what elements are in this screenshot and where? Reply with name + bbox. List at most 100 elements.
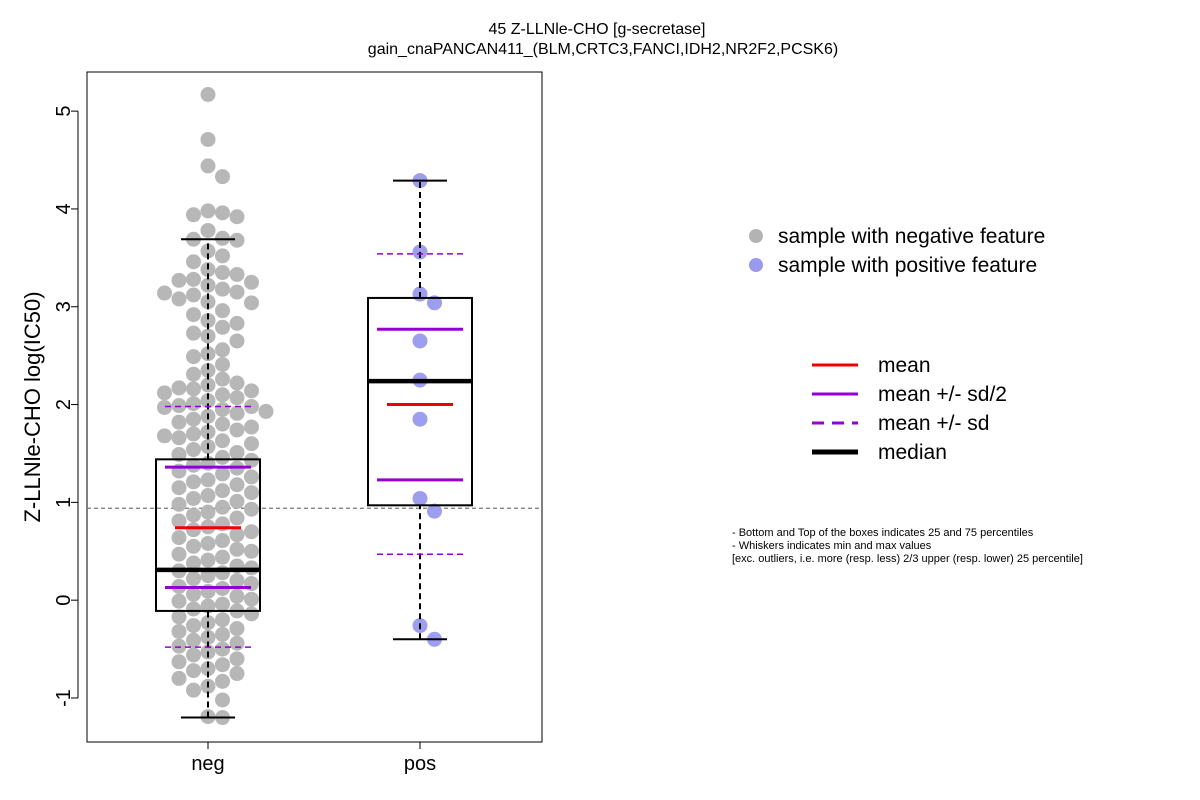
y-tick-label: 5 [53, 106, 75, 117]
neg-point [244, 383, 259, 399]
neg-point [186, 442, 201, 458]
box-layer [155, 179, 473, 719]
legend-point-label: sample with negative feature [778, 225, 1045, 248]
legend-line-label: mean +/- sd [878, 412, 989, 435]
legend-point-marker [749, 229, 763, 243]
neg-point [171, 430, 187, 446]
neg-point [215, 371, 230, 387]
neg-point [258, 403, 274, 419]
neg-point [229, 284, 245, 300]
neg-point [186, 207, 201, 223]
neg-point [200, 472, 216, 488]
neg-point [200, 504, 216, 520]
neg-point [200, 661, 216, 677]
neg-point [171, 496, 187, 512]
neg-point [171, 513, 187, 529]
neg-point [186, 490, 201, 506]
note-line: - Bottom and Top of the boxes indicates … [732, 527, 1034, 539]
neg-point [215, 466, 230, 482]
neg-point [171, 480, 187, 496]
neg-point [215, 387, 230, 403]
neg-point [229, 390, 245, 406]
neg-point [186, 618, 201, 634]
neg-point [200, 598, 216, 614]
neg-point [186, 271, 201, 287]
neg-point [171, 638, 187, 654]
neg-point [186, 411, 201, 427]
neg-point [171, 670, 187, 686]
pos-point [412, 490, 428, 506]
neg-point [215, 356, 230, 372]
legend-lines: mean mean +/- sd/2 mean +/- sd median [812, 354, 1007, 464]
neg-point [215, 342, 230, 358]
neg-point [186, 522, 201, 538]
x-tick-label: pos [404, 753, 436, 775]
note-line: [exc. outliers, i.e. more (resp. less) 2… [732, 553, 1083, 565]
neg-point [186, 457, 201, 473]
y-tick-label: -1 [53, 689, 75, 707]
legend-point-marker [749, 258, 763, 272]
neg-point [244, 295, 259, 311]
neg-point [215, 169, 230, 185]
neg-point [186, 647, 201, 663]
neg-point [200, 262, 216, 278]
neg-point [186, 254, 201, 270]
neg-point [171, 530, 187, 546]
neg-point [229, 510, 245, 526]
neg-point [186, 555, 201, 571]
neg-point [229, 651, 245, 667]
chart-subtitle: gain_cnaPANCAN411_(BLM,CRTC3,FANCI,IDH2,… [368, 41, 838, 58]
neg-point [229, 209, 245, 225]
neg-point [215, 626, 230, 642]
neg-point [186, 325, 201, 341]
y-tick-label: 3 [53, 301, 75, 312]
neg-point [157, 385, 172, 401]
neg-point [244, 419, 259, 435]
notes: - Bottom and Top of the boxes indicates … [732, 527, 1083, 565]
neg-point [229, 375, 245, 391]
neg-point [229, 527, 245, 543]
neg-point [171, 446, 187, 462]
neg-point [215, 612, 230, 628]
y-axis: -1 0 1 2 3 4 5 [53, 106, 79, 707]
neg-point [215, 483, 230, 499]
neg-point [200, 294, 216, 310]
neg-point [186, 632, 201, 648]
pos-point [427, 503, 442, 519]
neg-point [244, 485, 259, 501]
neg-point [186, 538, 201, 554]
neg-point [200, 393, 216, 409]
neg-point [186, 571, 201, 587]
neg-point [200, 203, 216, 219]
neg-point [244, 436, 259, 452]
neg-point [229, 477, 245, 493]
neg-point [244, 543, 259, 559]
neg-point [229, 333, 245, 349]
x-axis: neg pos [191, 742, 436, 775]
neg-point [171, 291, 187, 307]
y-tick-label: 4 [53, 203, 75, 214]
neg-box [155, 458, 261, 612]
x-tick-label: neg [191, 753, 224, 775]
neg-point [186, 426, 201, 442]
neg-point [215, 641, 230, 657]
neg-point [229, 493, 245, 509]
neg-point [215, 596, 230, 612]
neg-point [186, 663, 201, 679]
neg-point [171, 380, 187, 396]
neg-point [171, 654, 187, 670]
neg-point [200, 535, 216, 551]
neg-point [229, 315, 245, 331]
neg-point [186, 287, 201, 303]
neg-point [215, 248, 230, 264]
neg-point [244, 469, 259, 485]
neg-point [215, 281, 230, 297]
neg-point [215, 533, 230, 549]
neg-point [229, 541, 245, 557]
y-tick-label: 0 [53, 595, 75, 606]
neg-point [244, 501, 259, 517]
pos-box [367, 296, 473, 507]
neg-point [200, 424, 216, 440]
neg-point [200, 86, 216, 102]
neg-point [157, 285, 172, 301]
